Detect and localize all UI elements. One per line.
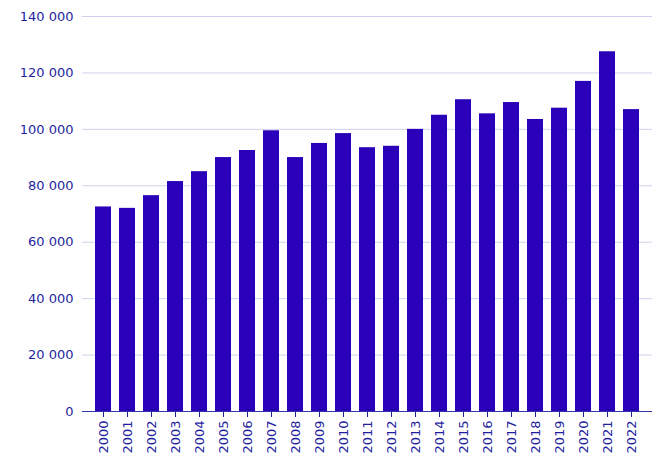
svg-text:2005: 2005 [216,421,231,454]
svg-text:2007: 2007 [264,421,279,454]
svg-text:140 000: 140 000 [20,9,74,24]
svg-text:2010: 2010 [336,421,351,454]
svg-text:2003: 2003 [168,421,183,454]
svg-text:2017: 2017 [504,421,519,454]
svg-text:2008: 2008 [288,421,303,454]
svg-text:2009: 2009 [312,421,327,454]
svg-text:100 000: 100 000 [20,122,74,137]
svg-text:0: 0 [65,404,73,419]
svg-text:2002: 2002 [144,421,159,454]
svg-text:2022: 2022 [624,421,639,454]
svg-text:2014: 2014 [432,421,447,454]
svg-text:2004: 2004 [192,421,207,454]
svg-text:20 000: 20 000 [28,347,74,362]
svg-text:120 000: 120 000 [20,65,74,80]
svg-text:2012: 2012 [384,421,399,454]
svg-text:40 000: 40 000 [28,291,74,306]
svg-text:2015: 2015 [456,421,471,454]
svg-text:2019: 2019 [552,421,567,454]
svg-text:2000: 2000 [96,421,111,454]
svg-text:2001: 2001 [120,421,135,454]
svg-text:80 000: 80 000 [28,178,74,193]
svg-text:2013: 2013 [408,421,423,454]
svg-text:2020: 2020 [576,421,591,454]
svg-text:2021: 2021 [600,421,615,454]
svg-text:2016: 2016 [480,421,495,454]
svg-text:2011: 2011 [360,421,375,454]
svg-text:2018: 2018 [528,421,543,454]
svg-text:2006: 2006 [240,421,255,454]
svg-text:60 000: 60 000 [28,234,74,249]
